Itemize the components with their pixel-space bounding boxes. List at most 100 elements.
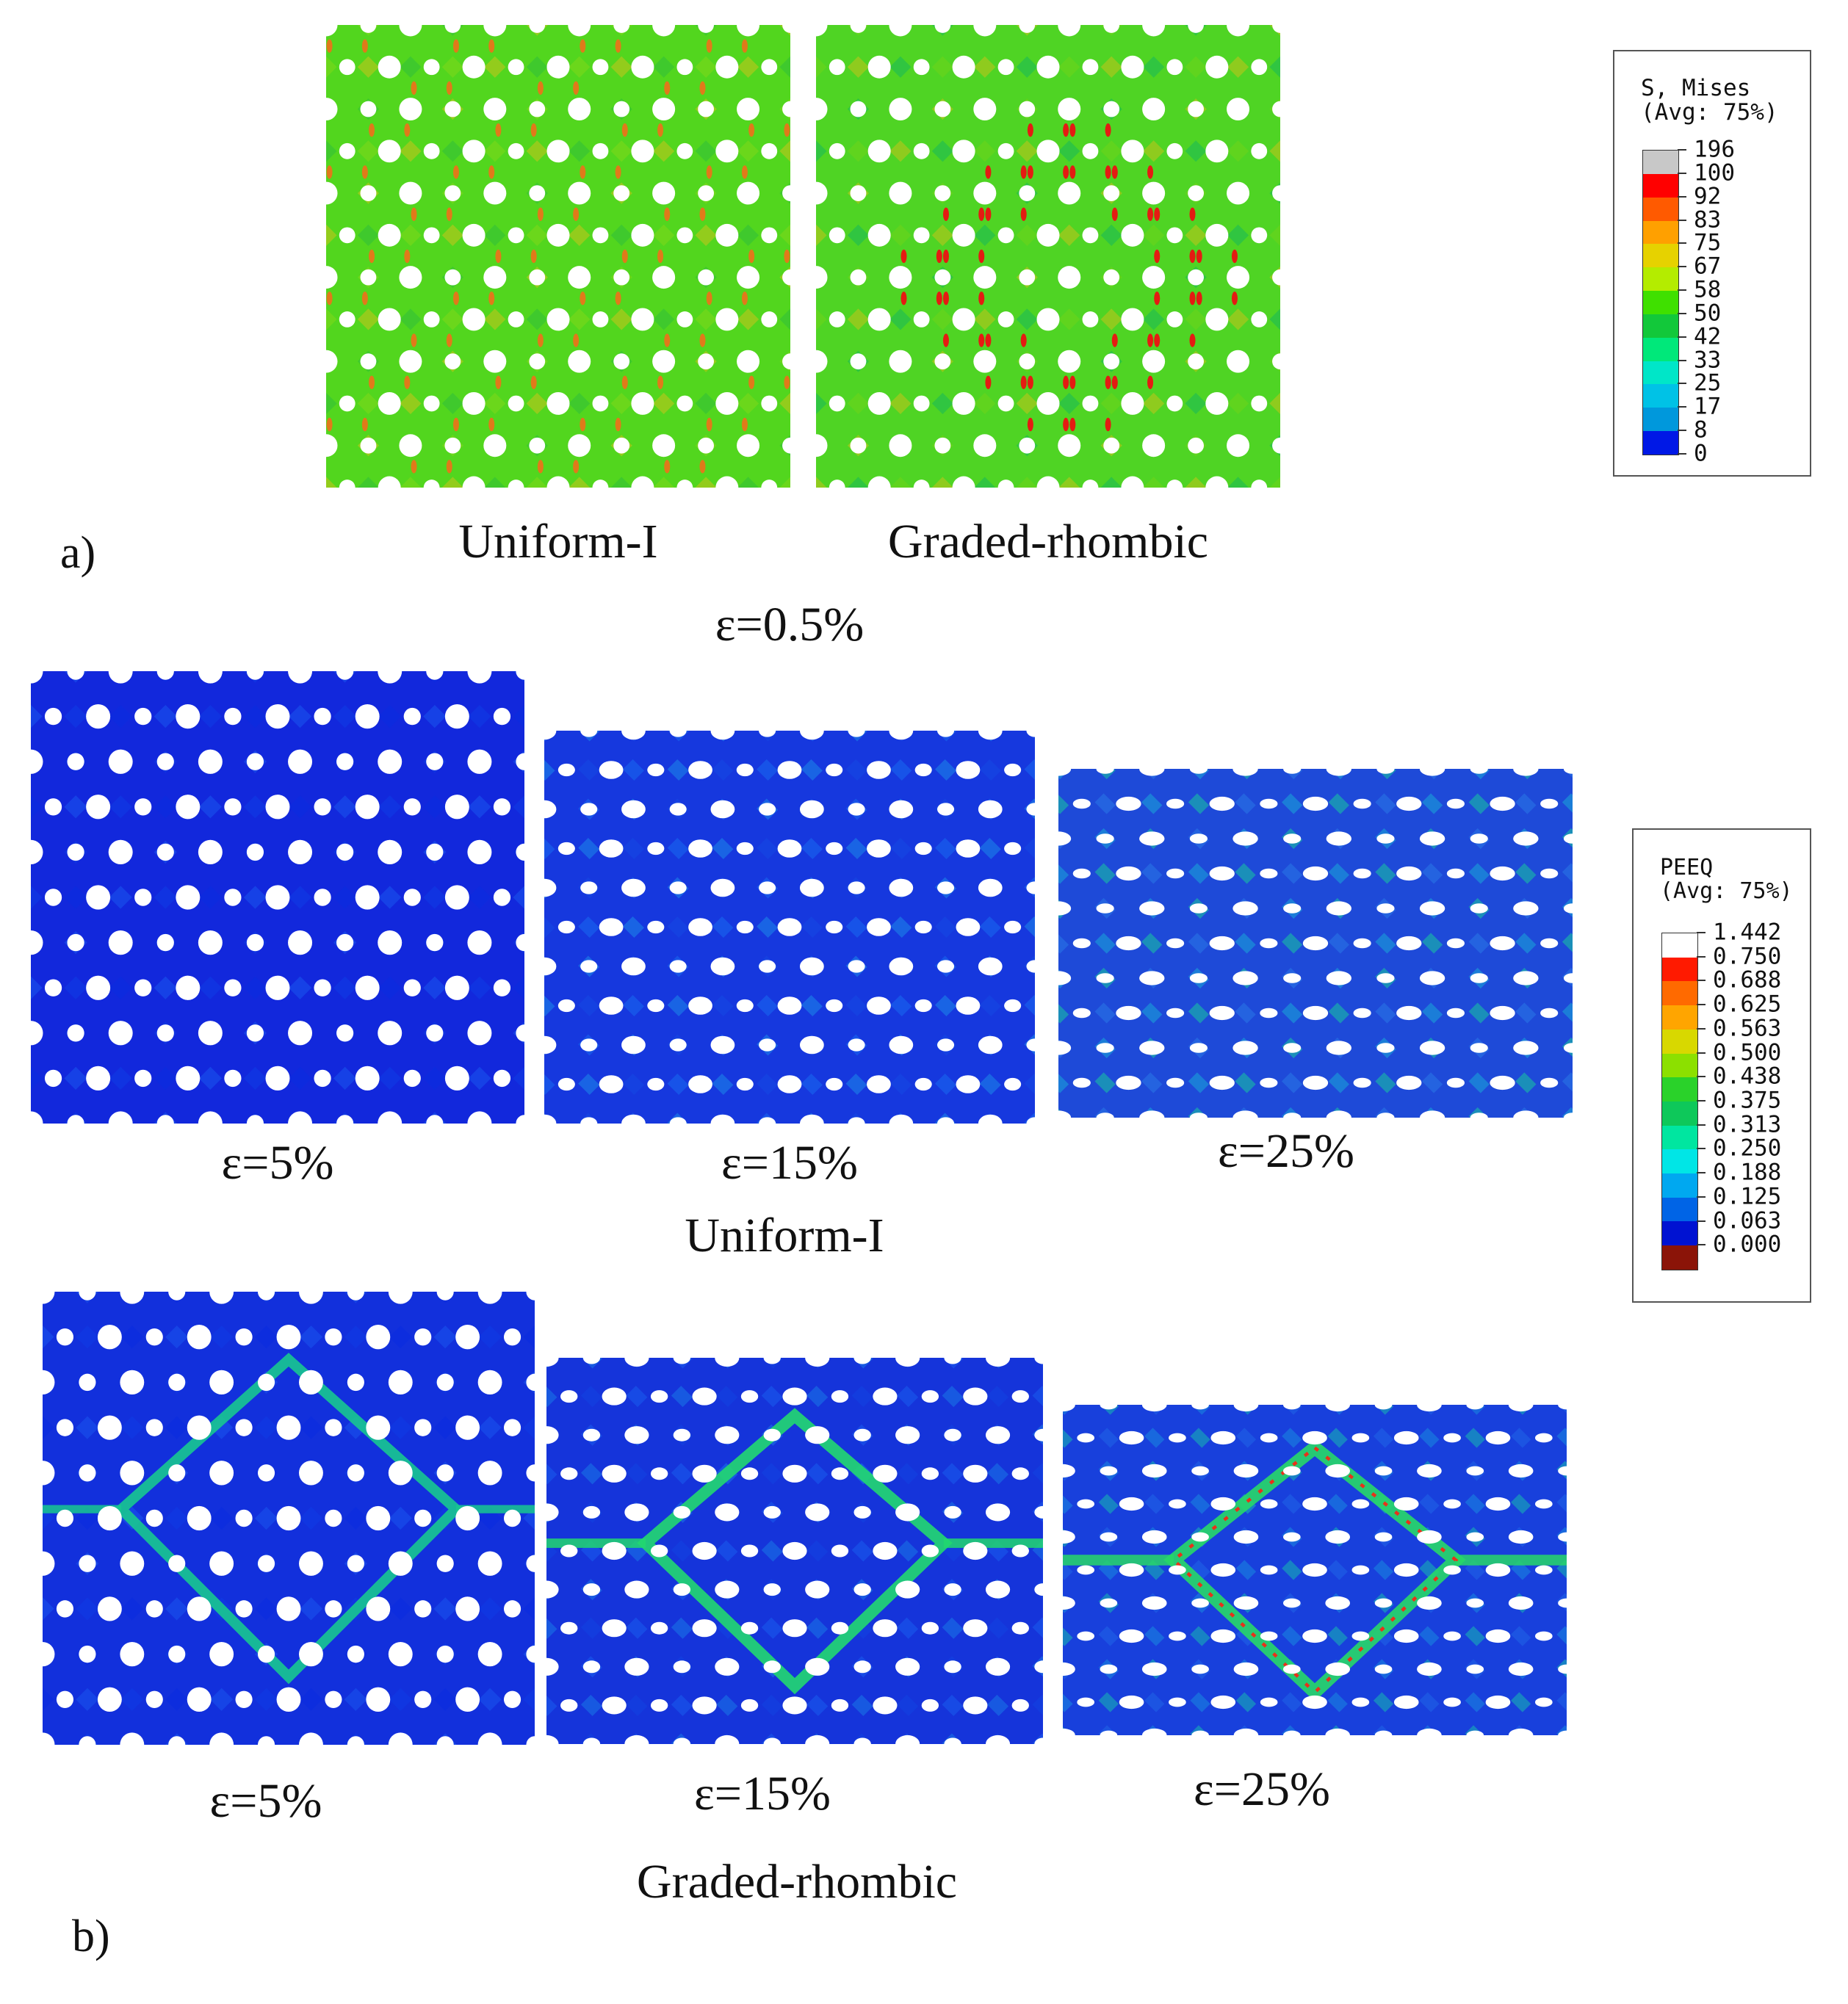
legend-swatch (1662, 1245, 1697, 1270)
legend-swatch (1643, 173, 1678, 198)
legend-tick-label: 0.688 (1713, 966, 1782, 994)
legend-tick-label: 67 (1694, 253, 1722, 280)
legend-swatch (1643, 337, 1678, 361)
legend-tick-label: 58 (1694, 276, 1722, 303)
legend-tick (1697, 932, 1706, 933)
part-b-label: b) (72, 1911, 110, 1961)
legend-swatch (1662, 1077, 1697, 1102)
mises-color-bar (1642, 150, 1679, 455)
legend-tick-label: 0.625 (1713, 991, 1782, 1018)
legend-tick (1697, 1195, 1706, 1198)
peeq-legend-title: PEEQ (Avg: 75%) (1660, 855, 1793, 904)
legend-swatch (1662, 981, 1697, 1006)
legend-tick (1697, 1244, 1706, 1246)
peeq-color-bar (1661, 933, 1698, 1270)
uniform-i-mises-contour (326, 25, 790, 488)
legend-swatch (1643, 408, 1678, 432)
legend-swatch (1662, 1197, 1697, 1222)
uniform-i-15pct-caption: ε=15% (721, 1136, 858, 1190)
graded-25pct-caption: ε=25% (1194, 1762, 1330, 1816)
legend-tick (1678, 172, 1686, 174)
legend-tick-label: 42 (1694, 323, 1722, 350)
legend-tick (1678, 383, 1686, 385)
part-a-label: a) (60, 528, 96, 578)
legend-swatch (1643, 244, 1678, 268)
legend-tick-label: 0.188 (1713, 1159, 1782, 1186)
graded-5pct-caption: ε=5% (209, 1774, 322, 1828)
part-a-uniform-caption: Uniform-I (458, 515, 658, 568)
legend-swatch (1662, 1053, 1697, 1078)
legend-swatch (1662, 1005, 1697, 1030)
uniform-i-25pct-caption: ε=25% (1218, 1124, 1354, 1178)
legend-tick (1678, 195, 1686, 198)
part-a-graded-caption: Graded-rhombic (887, 515, 1209, 568)
legend-tick (1678, 289, 1686, 292)
legend-tick-label: 100 (1694, 159, 1735, 187)
legend-tick-label: 0 (1694, 440, 1708, 467)
legend-swatch (1662, 957, 1697, 982)
mises-legend-title: S, Mises (Avg: 75%) (1641, 75, 1778, 126)
legend-tick (1697, 1052, 1706, 1054)
legend-swatch (1643, 431, 1678, 455)
legend-tick (1697, 980, 1706, 982)
legend-tick (1697, 1076, 1706, 1078)
legend-tick-label: 0.000 (1713, 1231, 1782, 1258)
graded-rhombic-peeq-25pct (1063, 1405, 1567, 1735)
graded-group-caption: Graded-rhombic (636, 1855, 958, 1909)
legend-tick (1697, 1148, 1706, 1150)
uniform-i-peeq-25pct (1058, 769, 1573, 1118)
legend-tick (1678, 219, 1686, 221)
uniform-i-peeq-5pct (31, 671, 524, 1124)
legend-tick-label: 0.563 (1713, 1015, 1782, 1042)
legend-swatch (1662, 1149, 1697, 1174)
legend-tick (1697, 1100, 1706, 1102)
legend-tick-label: 0.500 (1713, 1039, 1782, 1066)
legend-swatch (1662, 1125, 1697, 1150)
legend-tick-label: 196 (1694, 136, 1735, 163)
legend-swatch (1643, 291, 1678, 314)
legend-swatch (1662, 1029, 1697, 1054)
legend-tick (1678, 266, 1686, 268)
legend-swatch (1643, 267, 1678, 292)
legend-tick (1678, 336, 1686, 338)
legend-swatch (1662, 1101, 1697, 1126)
legend-tick (1678, 430, 1686, 432)
legend-tick (1697, 1124, 1706, 1126)
legend-swatch (1662, 1173, 1697, 1198)
legend-tick (1697, 1220, 1706, 1222)
peeq-legend: PEEQ (Avg: 75%) 1.442 0.750 0.688 0.625 0.56… (1632, 828, 1811, 1303)
legend-swatch (1662, 1221, 1697, 1246)
legend-tick-label: 83 (1694, 206, 1722, 234)
legend-tick (1678, 406, 1686, 408)
graded-rhombic-peeq-15pct (546, 1358, 1043, 1744)
legend-tick-label: 0.438 (1713, 1063, 1782, 1090)
legend-tick (1697, 1027, 1706, 1030)
legend-swatch (1643, 197, 1678, 221)
legend-tick (1678, 242, 1686, 245)
legend-tick-label: 92 (1694, 183, 1722, 210)
legend-tick-label: 33 (1694, 347, 1722, 374)
uniform-i-peeq-15pct (544, 731, 1035, 1124)
legend-tick-label: 25 (1694, 369, 1722, 397)
legend-tick-label: 0.063 (1713, 1207, 1782, 1234)
legend-tick-label: 0.375 (1713, 1087, 1782, 1114)
legend-tick-label: 75 (1694, 229, 1722, 256)
graded-rhombic-mises-contour (816, 25, 1280, 488)
legend-swatch (1643, 151, 1678, 174)
legend-tick (1678, 149, 1686, 151)
uniform-i-group-caption: Uniform-I (685, 1209, 884, 1262)
graded-15pct-caption: ε=15% (694, 1767, 831, 1820)
part-a-strain-caption: ε=0.5% (715, 598, 865, 651)
legend-swatch (1662, 933, 1697, 958)
uniform-i-5pct-caption: ε=5% (221, 1136, 334, 1190)
mises-stress-legend: S, Mises (Avg: 75%) 196 100 92 83 75 67 58 50 42… (1613, 50, 1811, 477)
legend-tick (1678, 359, 1686, 361)
legend-tick (1697, 955, 1706, 958)
legend-swatch (1643, 384, 1678, 408)
graded-rhombic-peeq-5pct (43, 1292, 535, 1745)
legend-tick-label: 0.750 (1713, 943, 1782, 970)
legend-tick-label: 8 (1694, 416, 1708, 444)
legend-tick (1678, 453, 1686, 455)
legend-tick (1697, 1172, 1706, 1174)
legend-tick-label: 0.250 (1713, 1135, 1782, 1162)
